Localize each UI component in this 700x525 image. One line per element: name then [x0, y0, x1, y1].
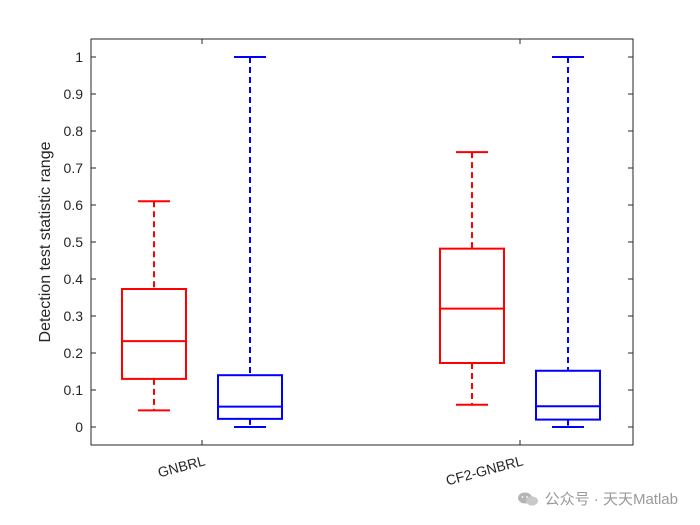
box-series [121, 56, 601, 428]
y-tick-label: 0.9 [64, 86, 84, 102]
y-tick-label: 0.7 [64, 160, 84, 176]
iqr-box [439, 247, 505, 364]
x-category-label: CF2-GNBRL [444, 452, 525, 488]
iqr-box [535, 369, 601, 421]
y-tick-label: 0 [75, 419, 83, 435]
iqr-box [121, 287, 187, 380]
iqr-box [217, 374, 283, 420]
y-tick-label: 0.2 [64, 345, 84, 361]
y-tick-label: 0.3 [64, 308, 84, 324]
wechat-icon [517, 492, 538, 506]
box-plot [439, 151, 505, 406]
watermark-text: 公众号 · 天天Matlab [544, 491, 678, 508]
plot-area [90, 38, 634, 446]
box-plot [217, 56, 283, 428]
y-tick-label: 1 [75, 49, 83, 65]
y-tick-label: 0.6 [64, 197, 84, 213]
y-tick-label: 0.8 [64, 123, 84, 139]
y-tick-label: 0.5 [64, 234, 84, 250]
y-axis-label: Detection test statistic range [37, 141, 54, 342]
watermark: 公众号 · 天天Matlab [517, 488, 678, 509]
x-category-label: GNBRL [156, 452, 207, 480]
box-plot [121, 200, 187, 412]
y-axis-ticks: 0 0.1 0.2 0.3 0.4 0.5 0.6 0.7 0.8 0.9 1 [64, 49, 633, 435]
y-tick-label: 0.4 [64, 271, 84, 287]
box-plot [535, 56, 601, 428]
y-tick-label: 0.1 [64, 382, 84, 398]
